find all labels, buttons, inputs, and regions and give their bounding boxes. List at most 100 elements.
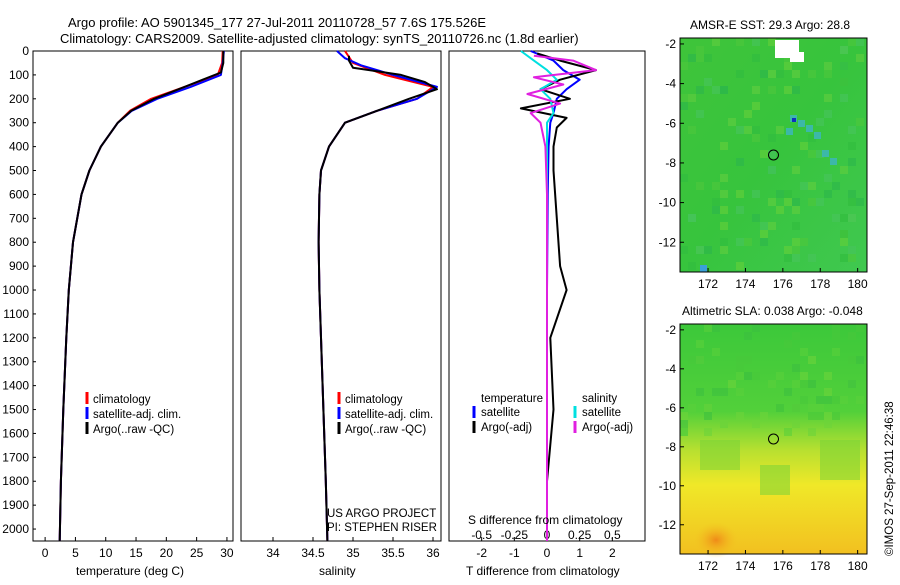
sst-cell xyxy=(704,246,712,254)
sst-cell xyxy=(768,86,776,94)
map-y-tick-label: -2 xyxy=(665,323,676,337)
map-y-tick-label: -8 xyxy=(665,440,676,454)
sst-cell xyxy=(808,70,816,78)
sla-cell xyxy=(736,356,744,364)
depth-tick-label: 300 xyxy=(9,116,29,130)
map-y-tick-label: -4 xyxy=(665,77,676,91)
sst-cell xyxy=(840,166,848,174)
sla-cell xyxy=(704,324,712,332)
sst-cell xyxy=(784,246,792,254)
temperature-profiles xyxy=(58,50,225,542)
sla-cell xyxy=(792,380,800,388)
sst-cell xyxy=(824,190,832,198)
depth-tick-label: 1100 xyxy=(3,307,29,321)
sla-cell xyxy=(792,420,800,428)
sst-cell xyxy=(752,214,760,222)
sst-cell xyxy=(712,206,720,214)
sst-cool-cell xyxy=(786,128,793,135)
map-y-tick-label: -6 xyxy=(665,401,676,415)
sst-cell xyxy=(840,238,848,246)
depth-tick-label: 1500 xyxy=(2,403,29,417)
sst-cell xyxy=(792,254,800,262)
sst-cell xyxy=(784,198,792,206)
sst-cell xyxy=(768,166,776,174)
sst-cell xyxy=(792,166,800,174)
sst-cell xyxy=(696,86,704,94)
sst-cell xyxy=(712,38,720,46)
sst-cell xyxy=(840,78,848,86)
sla-field xyxy=(680,324,867,554)
sla-cell xyxy=(688,404,696,412)
sla-cell xyxy=(696,340,704,348)
sst-cell xyxy=(680,174,688,182)
sst-cell xyxy=(768,70,776,78)
sst-cell xyxy=(792,238,800,246)
sla-cell xyxy=(832,396,840,404)
figure-title-line2: Climatology: CARS2009. Satellite-adjuste… xyxy=(60,31,579,46)
depth-tick-label: 200 xyxy=(9,92,29,106)
legend-label-climatology: climatology xyxy=(345,394,403,406)
sla-cell xyxy=(856,356,864,364)
sst-cell xyxy=(792,222,800,230)
sst-cell xyxy=(760,230,768,238)
x-tick-label: 34.5 xyxy=(301,546,325,560)
sla-cell xyxy=(680,428,688,436)
sst-map-frame xyxy=(679,37,868,273)
sst-cell xyxy=(752,190,760,198)
salinity-panel: 34 34.5 35 35.5 36 salinity climatology sate… xyxy=(240,50,442,578)
series-line-climatology xyxy=(317,50,434,542)
sst-cell xyxy=(856,198,864,206)
s-tick-label: -0.25 xyxy=(501,528,529,542)
sla-cell xyxy=(744,332,752,340)
temperature-plot-frame xyxy=(32,50,234,542)
legend-header-salinity: salinity xyxy=(582,393,617,405)
sla-cell xyxy=(856,396,864,404)
map-y-tick-label: -6 xyxy=(665,116,676,130)
sst-cell xyxy=(736,70,744,78)
legend-label-argo: Argo(..raw -QC) xyxy=(345,424,426,436)
sst-cell xyxy=(720,222,728,230)
depth-tick-label: 500 xyxy=(9,164,29,178)
map-y-tick-label: -2 xyxy=(665,37,676,51)
map-x-tick-label: 180 xyxy=(848,559,868,573)
sst-cool-cell xyxy=(806,125,813,132)
sst-cell xyxy=(680,62,688,70)
sla-cell xyxy=(824,412,832,420)
sla-cell xyxy=(784,340,792,348)
sst-cell xyxy=(848,142,856,150)
sst-cell xyxy=(744,110,752,118)
legend-label-satellite: satellite-adj. clim. xyxy=(345,409,433,421)
x-tick-label: 1 xyxy=(576,546,583,560)
sst-cell xyxy=(712,182,720,190)
sla-cell xyxy=(824,420,832,428)
difference-panel: -2 -1 0 1 2-0.5 -0.25 0 0.25 0.5 T difference fr… xyxy=(448,50,646,578)
sla-cell xyxy=(856,324,864,332)
sst-cell xyxy=(688,214,696,222)
sst-map-title: AMSR-E SST: 29.3 Argo: 28.8 xyxy=(690,18,850,32)
sst-cell xyxy=(784,62,792,70)
sst-cell xyxy=(776,126,784,134)
sla-cell xyxy=(792,404,800,412)
sla-cell xyxy=(840,396,848,404)
sst-cool-cell xyxy=(830,158,837,165)
sst-cell xyxy=(840,214,848,222)
sst-cell xyxy=(840,230,848,238)
legend-header-temperature: temperature xyxy=(481,393,543,405)
sla-cell xyxy=(768,380,776,388)
sst-cell xyxy=(688,126,696,134)
sst-cell xyxy=(720,142,728,150)
sla-cell xyxy=(808,380,816,388)
map-x-tick-label: 174 xyxy=(735,277,755,291)
sst-cell xyxy=(760,70,768,78)
sst-map-panel: AMSR-E SST: 29.3 Argo: 28.8 172 174 176 178… xyxy=(659,18,868,291)
sst-cell xyxy=(832,182,840,190)
sst-cell xyxy=(768,134,776,142)
sst-cell xyxy=(720,206,728,214)
sst-cell xyxy=(768,198,776,206)
sla-cell xyxy=(848,356,856,364)
map-y-tick-label: -12 xyxy=(659,235,677,249)
sst-cell xyxy=(840,46,848,54)
sla-cell xyxy=(792,332,800,340)
map-x-tick-label: 172 xyxy=(698,277,718,291)
sla-cell xyxy=(704,404,712,412)
